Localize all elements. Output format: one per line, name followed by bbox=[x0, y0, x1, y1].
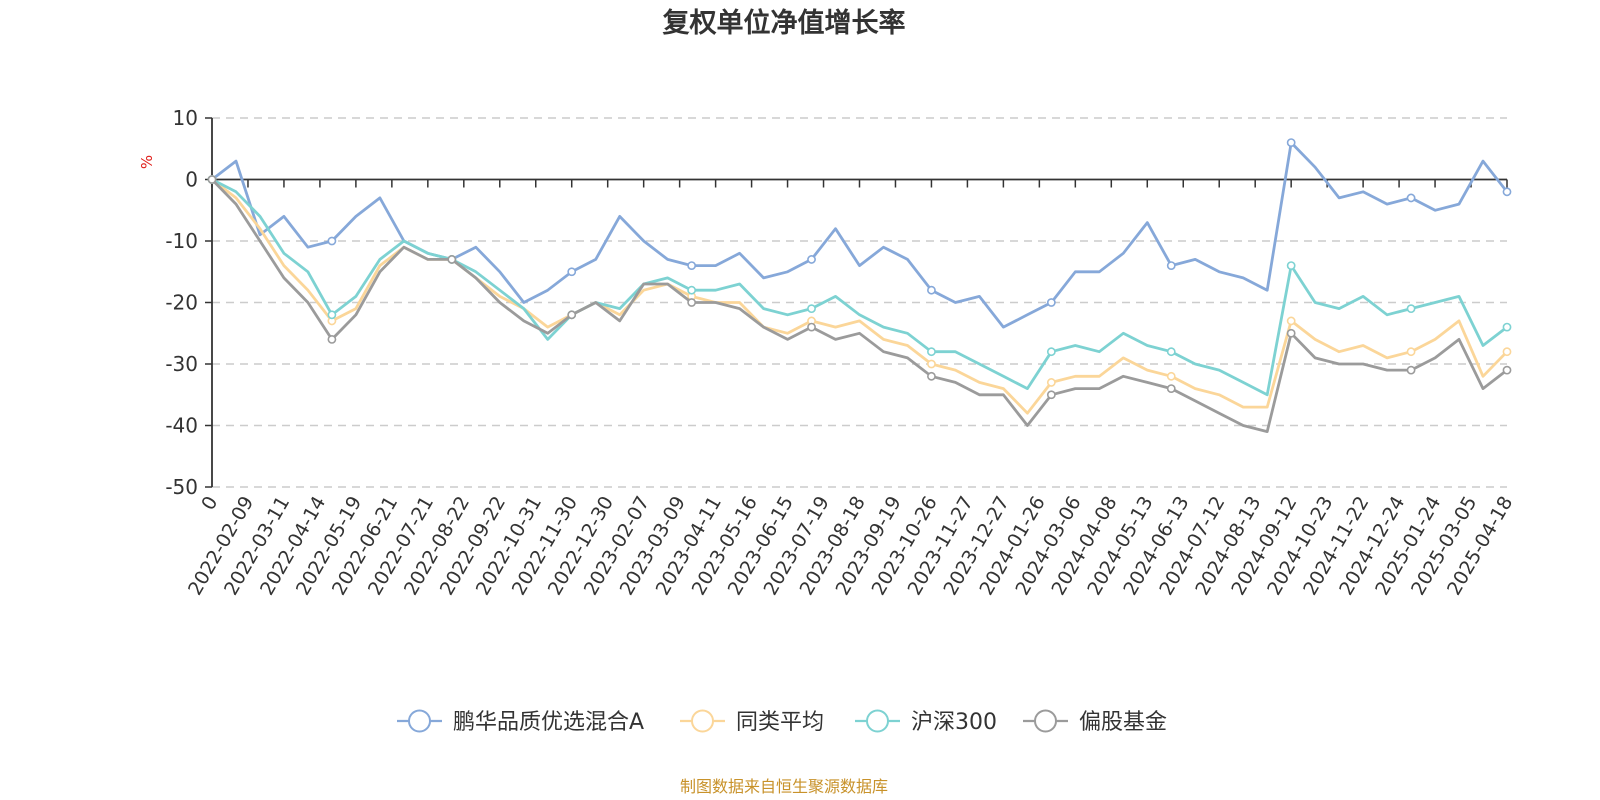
data-point-marker bbox=[927, 285, 936, 295]
data-point-marker bbox=[687, 298, 697, 307]
data-point-marker bbox=[1286, 316, 1296, 326]
grid-lines bbox=[212, 117, 1507, 488]
data-point-marker bbox=[1046, 378, 1056, 387]
y-tick-label: 10 bbox=[173, 106, 198, 130]
legend-label: 鹏华品质优选混合A bbox=[453, 710, 644, 735]
data-point-marker bbox=[1406, 304, 1416, 314]
data-point-marker bbox=[807, 304, 816, 314]
data-point-marker bbox=[807, 255, 816, 264]
data-point-marker bbox=[1166, 261, 1176, 270]
y-tick-label: -30 bbox=[165, 352, 198, 376]
data-point-marker bbox=[567, 267, 577, 277]
series-line-2 bbox=[211, 178, 1508, 397]
data-point-marker bbox=[1502, 322, 1512, 332]
series-line-3 bbox=[210, 178, 1508, 433]
data-point-marker bbox=[1166, 347, 1176, 357]
chart-title: 复权单位净值增长率 bbox=[663, 7, 906, 39]
legend[interactable]: 鹏华品质优选混合A 同类平均 沪深300 偏股基金 bbox=[397, 709, 1167, 735]
legend-label: 同类平均 bbox=[736, 710, 824, 735]
data-point-marker bbox=[1502, 347, 1512, 357]
x-tick-label: 0 bbox=[197, 493, 222, 514]
data-point-marker bbox=[567, 310, 577, 320]
data-point-marker bbox=[447, 255, 457, 264]
y-tick-label: -10 bbox=[165, 229, 198, 253]
legend-circle-icon bbox=[691, 709, 714, 733]
data-point-marker bbox=[207, 175, 217, 184]
data-point-marker bbox=[1286, 261, 1296, 270]
legend-circle-icon bbox=[1034, 709, 1057, 733]
data-point-marker bbox=[687, 261, 697, 270]
y-tick-label: -40 bbox=[165, 414, 198, 438]
y-tick-label: -20 bbox=[165, 291, 198, 315]
data-point-marker bbox=[1502, 365, 1512, 375]
data-point-marker bbox=[927, 359, 936, 369]
legend-circle-icon bbox=[408, 709, 431, 733]
legend-item-1[interactable]: 同类平均 bbox=[680, 709, 824, 735]
data-point-marker bbox=[1286, 138, 1296, 147]
data-point-marker bbox=[927, 371, 936, 381]
y-tick-label: 0 bbox=[185, 168, 198, 192]
legend-item-2[interactable]: 沪深300 bbox=[855, 709, 997, 735]
legend-item-0[interactable]: 鹏华品质优选混合A bbox=[397, 709, 644, 735]
data-point-marker bbox=[1406, 193, 1416, 203]
data-point-marker bbox=[1406, 347, 1416, 357]
data-point-marker bbox=[327, 334, 337, 344]
data-point-marker bbox=[1286, 328, 1296, 338]
legend-label: 偏股基金 bbox=[1079, 710, 1167, 735]
data-point-marker bbox=[807, 322, 816, 332]
data-point-marker bbox=[327, 310, 337, 320]
data-point-marker bbox=[1406, 365, 1416, 375]
x-axis-ticks: 02022-02-092022-03-112022-04-142022-05-1… bbox=[184, 179, 1517, 599]
legend-label: 沪深300 bbox=[911, 710, 997, 735]
series-lines bbox=[207, 138, 1512, 433]
legend-item-3[interactable]: 偏股基金 bbox=[1023, 709, 1167, 735]
data-point-marker bbox=[1166, 371, 1176, 381]
y-tick-label: -50 bbox=[165, 475, 198, 499]
data-point-marker bbox=[1502, 187, 1512, 197]
data-point-marker bbox=[1046, 298, 1056, 307]
data-point-marker bbox=[927, 347, 936, 357]
data-source-note: 制图数据来自恒生聚源数据库 bbox=[680, 777, 888, 796]
y-axis-unit-label: % bbox=[138, 155, 156, 169]
data-point-marker bbox=[1046, 390, 1056, 400]
data-point-marker bbox=[1166, 384, 1176, 393]
legend-circle-icon bbox=[866, 709, 889, 733]
y-axis-ticks: 10 0 -10 -20 -30 -40 -50 bbox=[165, 106, 212, 499]
data-point-marker bbox=[1046, 347, 1056, 357]
data-point-marker bbox=[327, 236, 337, 246]
data-point-marker bbox=[687, 285, 697, 295]
